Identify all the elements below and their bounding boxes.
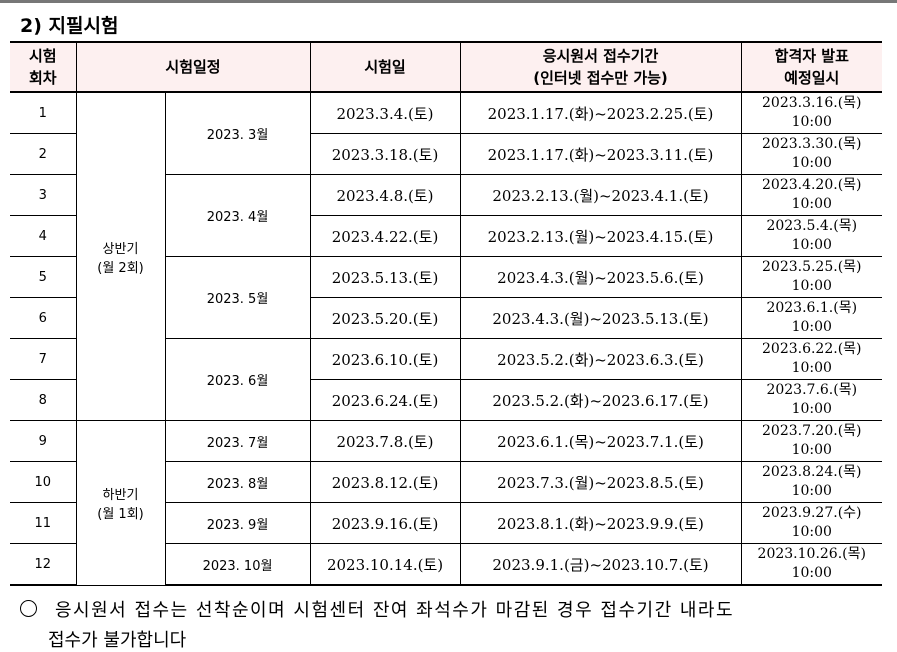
table-row: 1 상반기 (월 2회) 2023. 3월 2023.3.4.(토) 2023.1… [10, 91, 883, 421]
round-number: 1 [10, 91, 77, 134]
header-exam-date: 시험일 [309, 41, 461, 93]
announce-datetime: 2023.3.30.(목) 10:00 [740, 133, 883, 175]
round-number: 11 [10, 502, 77, 544]
round-number: 10 [10, 461, 77, 503]
announce-datetime: 2023.5.4.(목) 10:00 [740, 215, 883, 257]
exam-date: 2023.8.12.(토) [309, 461, 461, 503]
month-label: 2023. 6월 [164, 338, 311, 421]
exam-date: 2023.5.13.(토) [309, 256, 461, 298]
notice-text: 응시원서 접수는 선착순이며 시험센터 잔여 좌석수가 마감된 경우 접수기간 … [20, 596, 734, 622]
top-rule [0, 0, 897, 3]
circle-bullet-icon [20, 600, 37, 617]
header-row: 시험 회차 시험일정 시험일 응시원서 접수기간 (인터넷 접수만 가능) 합격자 … [10, 41, 883, 93]
application-period: 2023.8.1.(화)~2023.9.9.(토) [459, 502, 742, 544]
application-period: 2023.2.13.(월)~2023.4.15.(토) [459, 215, 742, 257]
month-label: 2023. 7월 [164, 420, 311, 462]
exam-date: 2023.5.20.(토) [309, 297, 461, 339]
round-number: 7 [10, 338, 77, 380]
exam-date: 2023.3.18.(토) [309, 133, 461, 175]
exam-date: 2023.7.8.(토) [309, 420, 461, 462]
application-period: 2023.7.3.(월)~2023.8.5.(토) [459, 461, 742, 503]
month-label: 2023. 9월 [164, 502, 311, 544]
announce-datetime: 2023.5.25.(목) 10:00 [740, 256, 883, 298]
header-application: 응시원서 접수기간 (인터넷 접수만 가능) [459, 41, 742, 93]
round-number: 3 [10, 174, 77, 216]
notice-line-1: 응시원서 접수는 선착순이며 시험센터 잔여 좌석수가 마감된 경우 접수기간 … [55, 600, 735, 621]
application-period: 2023.5.2.(화)~2023.6.3.(토) [459, 338, 742, 380]
table-row: 11 2023. 9월 2023.9.16.(토) 2023.8.1.(화)~2… [10, 502, 883, 544]
application-period: 2023.5.2.(화)~2023.6.17.(토) [459, 379, 742, 421]
announce-datetime: 2023.4.20.(목) 10:00 [740, 174, 883, 216]
round-number: 8 [10, 379, 77, 421]
announce-datetime: 2023.6.1.(목) 10:00 [740, 297, 883, 339]
table-row: 7 2023. 6월 2023.6.10.(토) 2023.5.2.(화)~20… [10, 338, 883, 421]
table-row: 5 2023. 5월 2023.5.13.(토) 2023.4.3.(월)~20… [10, 256, 883, 339]
announce-datetime: 2023.7.6.(목) 10:00 [740, 379, 883, 421]
round-number: 4 [10, 215, 77, 257]
section-title: 2) 지필시험 [20, 15, 119, 37]
month-label: 2023. 5월 [164, 256, 311, 339]
table-row: 8 2023.6.24.(토) 2023.5.2.(화)~2023.6.17.(… [10, 379, 883, 421]
exam-date: 2023.9.16.(토) [309, 502, 461, 544]
half-label: 상반기 (월 2회) [75, 91, 166, 421]
exam-date: 2023.4.22.(토) [309, 215, 461, 257]
announce-datetime: 2023.3.16.(목) 10:00 [740, 91, 883, 134]
exam-date: 2023.10.14.(토) [309, 543, 461, 586]
application-period: 2023.9.1.(금)~2023.10.7.(토) [459, 543, 742, 586]
month-label: 2023. 10월 [164, 543, 311, 586]
table-row: 10 2023. 8월 2023.8.12.(토) 2023.7.3.(월)~2… [10, 461, 883, 503]
header-round: 시험 회차 [10, 41, 77, 93]
round-number: 6 [10, 297, 77, 339]
round-number: 2 [10, 133, 77, 175]
table-row: 12 2023. 10월 2023.10.14.(토) 2023.9.1.(금)… [10, 543, 883, 586]
application-period: 2023.1.17.(화)~2023.3.11.(토) [459, 133, 742, 175]
application-period: 2023.4.3.(월)~2023.5.6.(토) [459, 256, 742, 298]
announce-datetime: 2023.7.20.(목) 10:00 [740, 420, 883, 462]
month-label: 2023. 4월 [164, 174, 311, 257]
round-number: 5 [10, 256, 77, 298]
exam-date: 2023.3.4.(토) [309, 91, 461, 134]
table-row: 9 하반기 (월 1회) 2023. 7월 2023.7.8.(토) 2023.6… [10, 420, 883, 586]
round-number: 9 [10, 420, 77, 462]
application-period: 2023.1.17.(화)~2023.2.25.(토) [459, 91, 742, 134]
month-label: 2023. 8월 [164, 461, 311, 503]
round-number: 12 [10, 543, 77, 586]
application-period: 2023.4.3.(월)~2023.5.13.(토) [459, 297, 742, 339]
announce-datetime: 2023.6.22.(목) 10:00 [740, 338, 883, 380]
announce-datetime: 2023.10.26.(목) 10:00 [740, 543, 883, 586]
announce-datetime: 2023.9.27.(수) 10:00 [740, 502, 883, 544]
half-label: 하반기 (월 1회) [75, 420, 166, 586]
header-schedule: 시험일정 [75, 41, 311, 93]
exam-date: 2023.4.8.(토) [309, 174, 461, 216]
header-announce: 합격자 발표 예정일시 [740, 41, 883, 93]
notice-line-2: 접수가 불가합니다 [48, 630, 187, 651]
exam-date: 2023.6.10.(토) [309, 338, 461, 380]
application-period: 2023.6.1.(목)~2023.7.1.(토) [459, 420, 742, 462]
application-period: 2023.2.13.(월)~2023.4.1.(토) [459, 174, 742, 216]
announce-datetime: 2023.8.24.(목) 10:00 [740, 461, 883, 503]
month-label: 2023. 3월 [164, 91, 311, 175]
exam-date: 2023.6.24.(토) [309, 379, 461, 421]
exam-schedule-table: 시험 회차 시험일정 시험일 응시원서 접수기간 (인터넷 접수만 가능) 합격자 … [10, 41, 883, 586]
